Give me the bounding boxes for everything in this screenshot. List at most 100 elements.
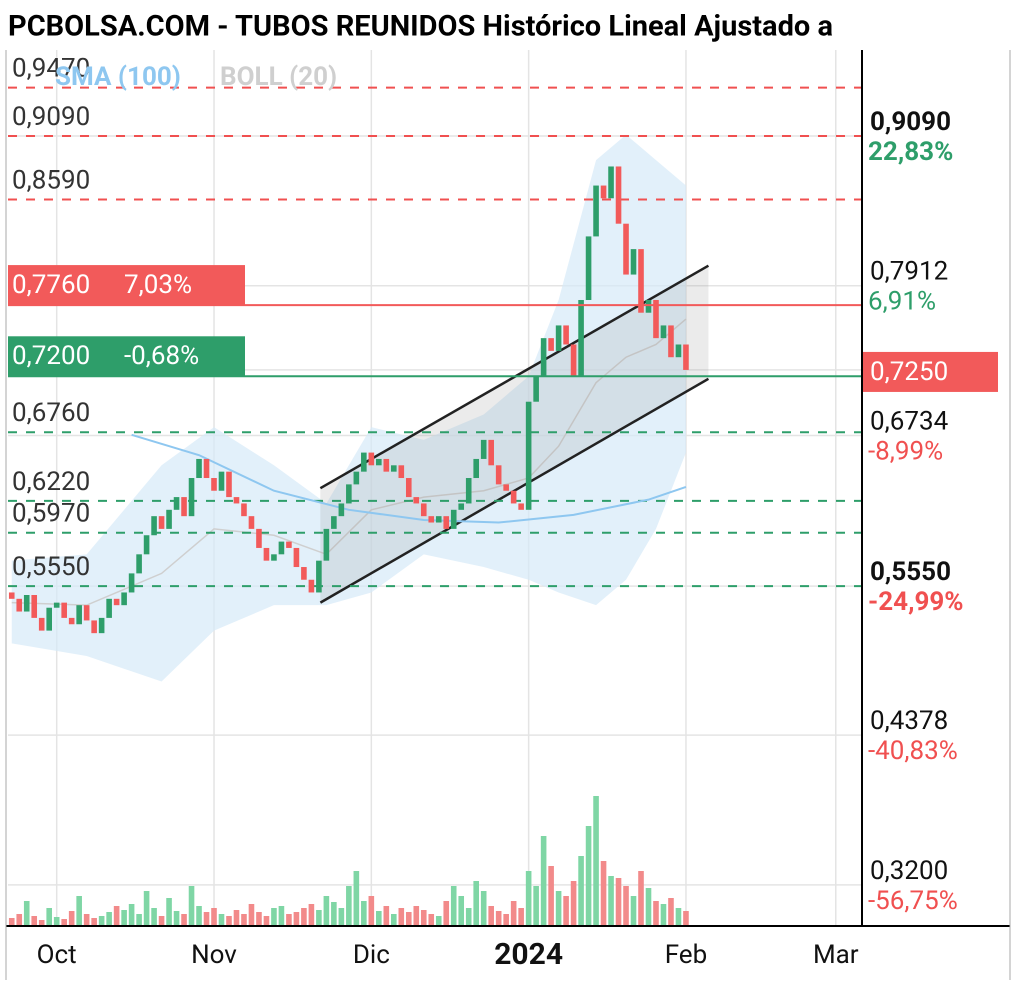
volume-bar: [660, 904, 667, 926]
candle: [503, 484, 509, 491]
volume-bar: [226, 916, 232, 926]
legend-sma: SMA (100): [55, 62, 181, 92]
candle: [533, 376, 539, 402]
level-label: 0,9470: [12, 54, 90, 84]
volume-bar: [615, 878, 622, 926]
volume-bar: [458, 896, 465, 926]
candle: [653, 299, 659, 339]
volume-bar: [368, 896, 375, 926]
volume-bar: [166, 898, 172, 926]
volume-bar: [450, 886, 457, 926]
y-tick-change: -24,99%: [868, 587, 964, 617]
sma-line: [131, 433, 687, 524]
y-tick-change: -8,99%: [868, 436, 943, 466]
candle: [166, 509, 172, 529]
volume-bar: [623, 886, 629, 926]
volume-bar: [548, 866, 554, 926]
candle: [383, 458, 390, 472]
volume-bar: [128, 904, 135, 926]
y-tick-change: 22,83%: [868, 137, 953, 167]
candle: [241, 503, 247, 517]
volume-bar: [413, 906, 420, 926]
candle: [398, 465, 405, 479]
volume-bar: [293, 912, 300, 926]
volume-bar: [675, 908, 682, 926]
candle: [390, 465, 397, 472]
volume-bar: [600, 861, 607, 926]
candle: [428, 516, 435, 523]
volume-bar: [301, 908, 307, 926]
volume-bar: [158, 916, 165, 926]
candle: [593, 185, 599, 237]
volume-bar: [256, 912, 262, 926]
candle: [308, 579, 315, 593]
candle: [660, 325, 667, 339]
volume-bar: [16, 914, 23, 926]
candle: [53, 602, 60, 608]
y-tick-change: 6,91%: [868, 287, 936, 317]
volume-bar: [668, 898, 674, 926]
candle: [301, 567, 307, 580]
candle: [495, 465, 502, 485]
candle: [316, 560, 322, 593]
current-price-box: [862, 351, 998, 392]
candle: [278, 541, 285, 555]
boll-middle: [11, 318, 687, 606]
title-bar: [0, 0, 1016, 50]
candle: [83, 605, 90, 621]
y-tick-label: 0,9090: [870, 107, 951, 137]
volume-bar: [263, 916, 270, 926]
candle: [510, 490, 517, 504]
volume-bar: [53, 917, 60, 926]
volume-bar: [683, 911, 689, 926]
volume-bar: [525, 871, 532, 926]
candle: [600, 185, 607, 199]
candle: [675, 344, 682, 358]
volume-bar: [271, 908, 277, 926]
price-box-change: -0,68%: [124, 341, 199, 371]
volume-bar: [211, 908, 217, 926]
volume-bar: [188, 886, 195, 926]
volume-bar: [495, 911, 502, 926]
volume-bar: [383, 906, 390, 926]
candle: [630, 249, 637, 275]
volume-bar: [286, 914, 292, 926]
volume-bar: [653, 901, 659, 926]
volume-bar: [203, 912, 210, 926]
volume-bar: [98, 916, 105, 926]
y-tick-change: -56,75%: [868, 886, 958, 916]
volume-bar: [443, 901, 450, 926]
volume-bar: [428, 914, 435, 926]
candle: [16, 598, 23, 612]
volume-bar: [555, 891, 562, 926]
volume-bar: [68, 911, 75, 926]
candle: [226, 471, 232, 498]
price-box-change: 7,03%: [124, 270, 192, 300]
candle: [435, 516, 442, 523]
volume-bar: [83, 914, 90, 926]
candle: [158, 516, 165, 529]
candle: [540, 338, 547, 377]
candle: [585, 236, 592, 300]
y-tick-label: 0,4378: [870, 706, 948, 736]
candle: [211, 478, 217, 491]
volume-bar: [241, 914, 247, 926]
volume-bar: [593, 796, 599, 926]
candle: [173, 497, 180, 510]
candle: [465, 478, 472, 504]
candle: [331, 516, 337, 529]
candle: [256, 528, 262, 548]
volume-bar: [218, 914, 225, 926]
level-label: 0,9090: [12, 102, 90, 132]
y-tick-label: 0,5550: [870, 557, 951, 587]
volume-bar: [578, 856, 584, 926]
level-label: 0,8590: [12, 165, 90, 195]
volume-bar: [136, 914, 142, 926]
volume-bar: [585, 826, 592, 926]
candle: [608, 166, 614, 199]
price-box: [8, 336, 245, 377]
candle: [218, 471, 225, 491]
candle: [263, 547, 270, 561]
volume-bar: [143, 891, 150, 926]
